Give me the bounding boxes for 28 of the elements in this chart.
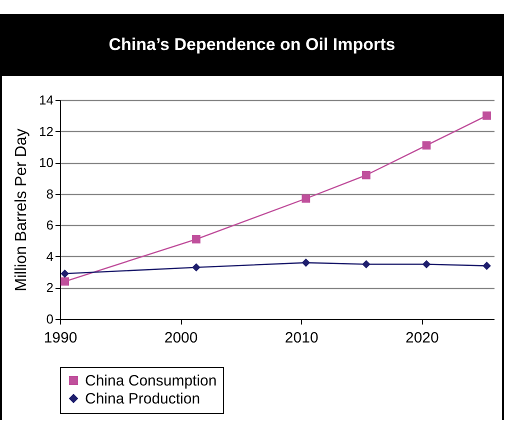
chart-title: China’s Dependence on Oil Imports bbox=[2, 14, 502, 76]
y-tick-label: 10 bbox=[39, 155, 54, 170]
y-tick-label: 2 bbox=[46, 280, 54, 296]
point bbox=[422, 141, 431, 150]
y-tick-label: 6 bbox=[46, 218, 54, 233]
y-tick-label: 8 bbox=[46, 186, 54, 202]
point bbox=[302, 194, 310, 203]
x-tick-label: 2000 bbox=[164, 330, 198, 346]
y-tick-label: 0 bbox=[46, 312, 54, 326]
x-tick-label: 2020 bbox=[405, 330, 439, 346]
y-tick-label: 12 bbox=[39, 124, 54, 139]
point bbox=[192, 235, 200, 244]
point bbox=[362, 260, 370, 268]
point bbox=[362, 170, 370, 180]
point bbox=[482, 262, 491, 270]
legend-label: China Consumption bbox=[85, 372, 217, 390]
x-tick-label: 1990 bbox=[44, 330, 78, 346]
point bbox=[192, 263, 200, 272]
point bbox=[60, 269, 70, 278]
y-axis-title: Million Barrels Per Day bbox=[13, 128, 30, 292]
legend-label: China Production bbox=[85, 390, 200, 408]
point bbox=[60, 277, 70, 286]
y-tick-label: 4 bbox=[46, 248, 54, 264]
point bbox=[482, 111, 491, 120]
y-tick-label: 14 bbox=[39, 92, 54, 108]
point bbox=[302, 258, 310, 267]
x-tick-label: 2010 bbox=[284, 330, 318, 346]
point bbox=[422, 260, 431, 268]
